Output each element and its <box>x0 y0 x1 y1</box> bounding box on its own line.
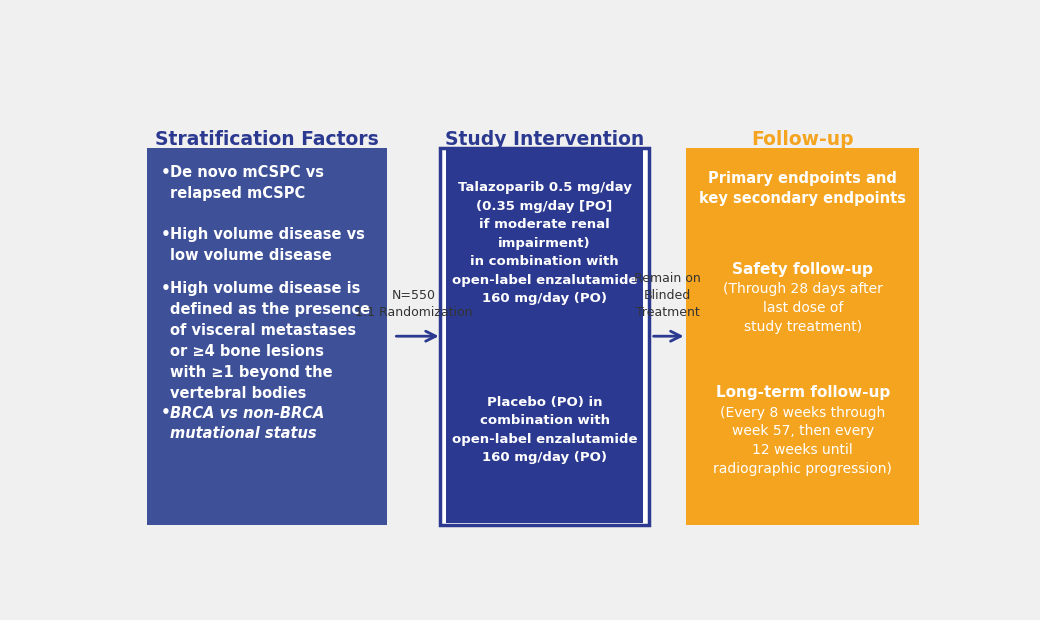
Bar <box>686 148 919 525</box>
Bar <box>446 336 643 523</box>
Text: High volume disease is
defined as the presence
of visceral metastases
or ≥4 bone: High volume disease is defined as the pr… <box>171 281 370 401</box>
Text: (Every 8 weeks through
week 57, then every
12 weeks until
radiographic progressi: (Every 8 weeks through week 57, then eve… <box>713 405 892 476</box>
Text: Study Intervention: Study Intervention <box>445 130 644 149</box>
Text: BRCA vs non-BRCA
mutational status: BRCA vs non-BRCA mutational status <box>171 405 324 441</box>
Bar <box>446 149 643 338</box>
Text: •: • <box>161 166 171 180</box>
Text: Remain on
Blinded
Treatment: Remain on Blinded Treatment <box>634 272 701 319</box>
Text: Talazoparib 0.5 mg/day
(0.35 mg/day [PO]
if moderate renal
impairment)
in combin: Talazoparib 0.5 mg/day (0.35 mg/day [PO]… <box>451 182 638 306</box>
Text: •: • <box>161 281 171 296</box>
Text: Placebo (PO) in
combination with
open-label enzalutamide
160 mg/day (PO): Placebo (PO) in combination with open-la… <box>451 396 638 464</box>
Bar <box>147 148 387 525</box>
Text: N=550
1:1 Randomization: N=550 1:1 Randomization <box>355 290 472 319</box>
Text: Safety follow-up: Safety follow-up <box>732 262 874 277</box>
Text: Long-term follow-up: Long-term follow-up <box>716 384 890 400</box>
Text: •: • <box>161 405 171 420</box>
Text: Primary endpoints and
key secondary endpoints: Primary endpoints and key secondary endp… <box>699 170 906 206</box>
Text: Stratification Factors: Stratification Factors <box>155 130 379 149</box>
Text: •: • <box>161 227 171 242</box>
Text: High volume disease vs
low volume disease: High volume disease vs low volume diseas… <box>171 227 365 263</box>
Text: (Through 28 days after
last dose of
study treatment): (Through 28 days after last dose of stud… <box>723 282 883 334</box>
Text: Follow-up: Follow-up <box>751 130 854 149</box>
Text: De novo mCSPC vs
relapsed mCSPC: De novo mCSPC vs relapsed mCSPC <box>171 166 324 202</box>
Bar <box>440 148 649 525</box>
